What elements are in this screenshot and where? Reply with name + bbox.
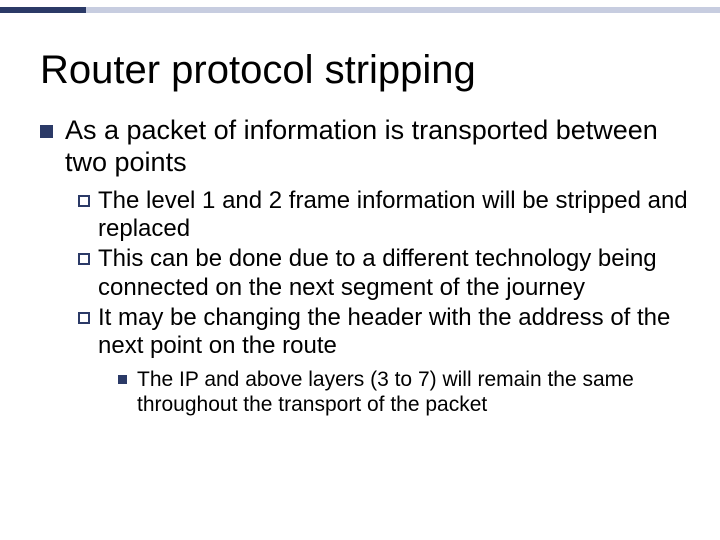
- square-bullet-icon: [40, 125, 53, 138]
- small-square-bullet-icon: [118, 375, 127, 384]
- level2-text: It may be changing the header with the a…: [98, 304, 698, 361]
- accent-light-segment: [86, 7, 720, 13]
- bullet-level1: As a packet of information is transporte…: [40, 115, 698, 179]
- hollow-square-bullet-icon: [78, 312, 90, 324]
- level2-text: This can be done due to a different tech…: [98, 245, 698, 302]
- level1-text: As a packet of information is transporte…: [65, 115, 698, 179]
- level3-text: The IP and above layers (3 to 7) will re…: [137, 367, 698, 418]
- bullet-level2: This can be done due to a different tech…: [78, 245, 698, 302]
- bullet-level2: It may be changing the header with the a…: [78, 304, 698, 361]
- hollow-square-bullet-icon: [78, 195, 90, 207]
- bullet-level2: The level 1 and 2 frame information will…: [78, 187, 698, 244]
- level3-group: The IP and above layers (3 to 7) will re…: [118, 367, 698, 418]
- accent-bar: [0, 7, 720, 13]
- hollow-square-bullet-icon: [78, 253, 90, 265]
- accent-dark-segment: [0, 7, 86, 13]
- level2-group: The level 1 and 2 frame information will…: [78, 187, 698, 418]
- bullet-level3: The IP and above layers (3 to 7) will re…: [118, 367, 698, 418]
- level2-text: The level 1 and 2 frame information will…: [98, 187, 698, 244]
- slide-title: Router protocol stripping: [40, 48, 698, 93]
- slide-content: Router protocol stripping As a packet of…: [0, 0, 720, 418]
